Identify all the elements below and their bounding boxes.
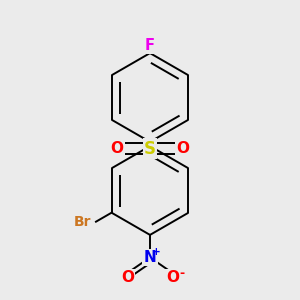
Text: O: O xyxy=(121,270,134,285)
Text: O: O xyxy=(166,270,179,285)
Text: O: O xyxy=(176,141,190,156)
Text: O: O xyxy=(110,141,124,156)
Text: -: - xyxy=(179,267,185,280)
Text: F: F xyxy=(145,38,155,53)
Text: N: N xyxy=(144,250,156,265)
Text: Br: Br xyxy=(74,215,91,229)
Text: +: + xyxy=(152,247,161,257)
Text: S: S xyxy=(144,140,156,158)
